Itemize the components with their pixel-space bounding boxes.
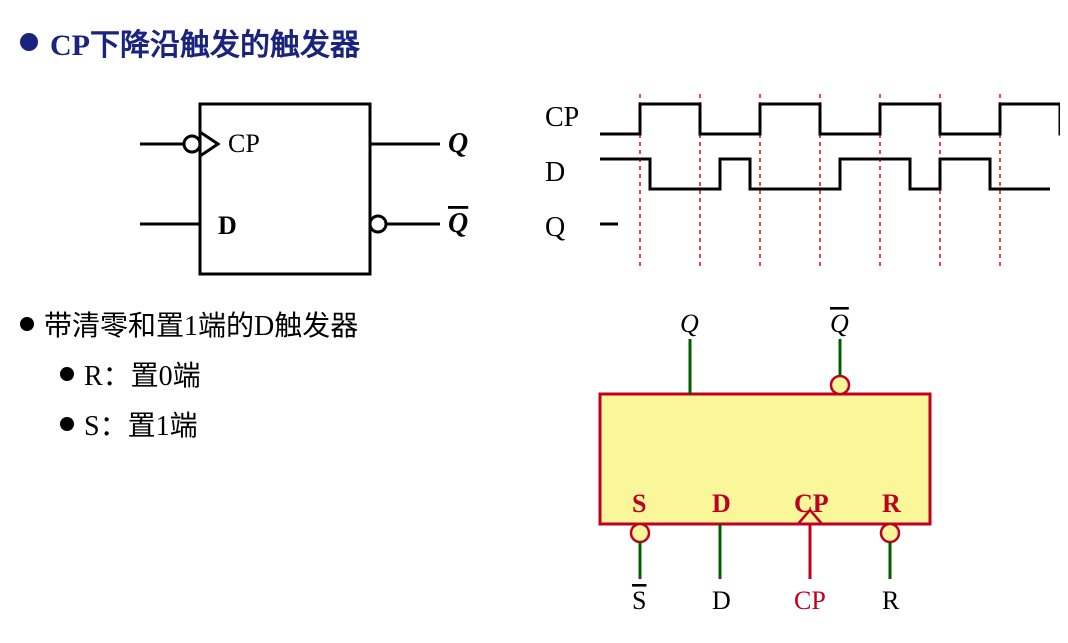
bullet-icon — [60, 367, 74, 381]
section2-title: 带清零和置1端的D触发器 — [20, 304, 540, 344]
section2-text: 带清零和置1端的D触发器 R：置0端 S：置1端 — [20, 304, 540, 454]
bullet-icon — [20, 317, 34, 331]
label-q: Q — [448, 128, 468, 159]
bottom-label-R: R — [882, 586, 900, 615]
label-qbar-top: Q — [830, 309, 849, 338]
inside-label-D: D — [712, 489, 731, 518]
inside-label-S: S — [632, 489, 646, 518]
title-cp: CP下降沿触发的触发器 — [50, 20, 360, 64]
timing-diagram: CP DQ — [540, 74, 1060, 284]
sr-box — [600, 394, 930, 524]
bottom-label-S: S — [632, 586, 646, 615]
bottom-label-CP: CP — [794, 586, 826, 615]
bullet-icon — [60, 417, 74, 431]
section1-body: CP D Q Q CPDQ — [20, 74, 1048, 294]
waveform-D — [600, 159, 1050, 189]
bullet-icon — [20, 33, 38, 51]
bullet-s: S：置1端 — [60, 404, 540, 444]
label-cp: CP — [228, 129, 260, 158]
label-d: D — [218, 211, 237, 240]
timing-label-Q: Q — [545, 212, 565, 243]
dff-falling-edge-symbol: CP D Q Q — [20, 74, 540, 294]
timing-label-CP: CP — [545, 102, 579, 133]
inside-label-R: R — [882, 489, 901, 518]
inside-label-CP: CP — [794, 489, 829, 518]
label-qbar: Q — [448, 208, 468, 239]
bullet-r: R：置0端 — [60, 354, 540, 394]
dff-with-set-reset: Q Q S D CP R S D CP R — [540, 304, 1040, 634]
section1-title: CP下降沿触发的触发器 — [20, 20, 1048, 64]
bottom-label-D: D — [712, 586, 731, 615]
bullet-r-label: R：置0端 — [84, 354, 201, 394]
section2-title-text: 带清零和置1端的D触发器 — [44, 304, 358, 344]
dff-sr-container: Q Q S D CP R S D CP R — [540, 304, 1048, 634]
timing-label-D: D — [545, 157, 565, 188]
section2-body: 带清零和置1端的D触发器 R：置0端 S：置1端 Q Q S D CP R S D CP R — [20, 304, 1048, 634]
waveform-CP — [600, 104, 1060, 134]
timing-container: CP DQ — [540, 74, 1060, 284]
label-q-top: Q — [680, 309, 699, 338]
bullet-s-label: S：置1端 — [84, 404, 198, 444]
dff-symbol-container: CP D Q Q — [20, 74, 540, 294]
